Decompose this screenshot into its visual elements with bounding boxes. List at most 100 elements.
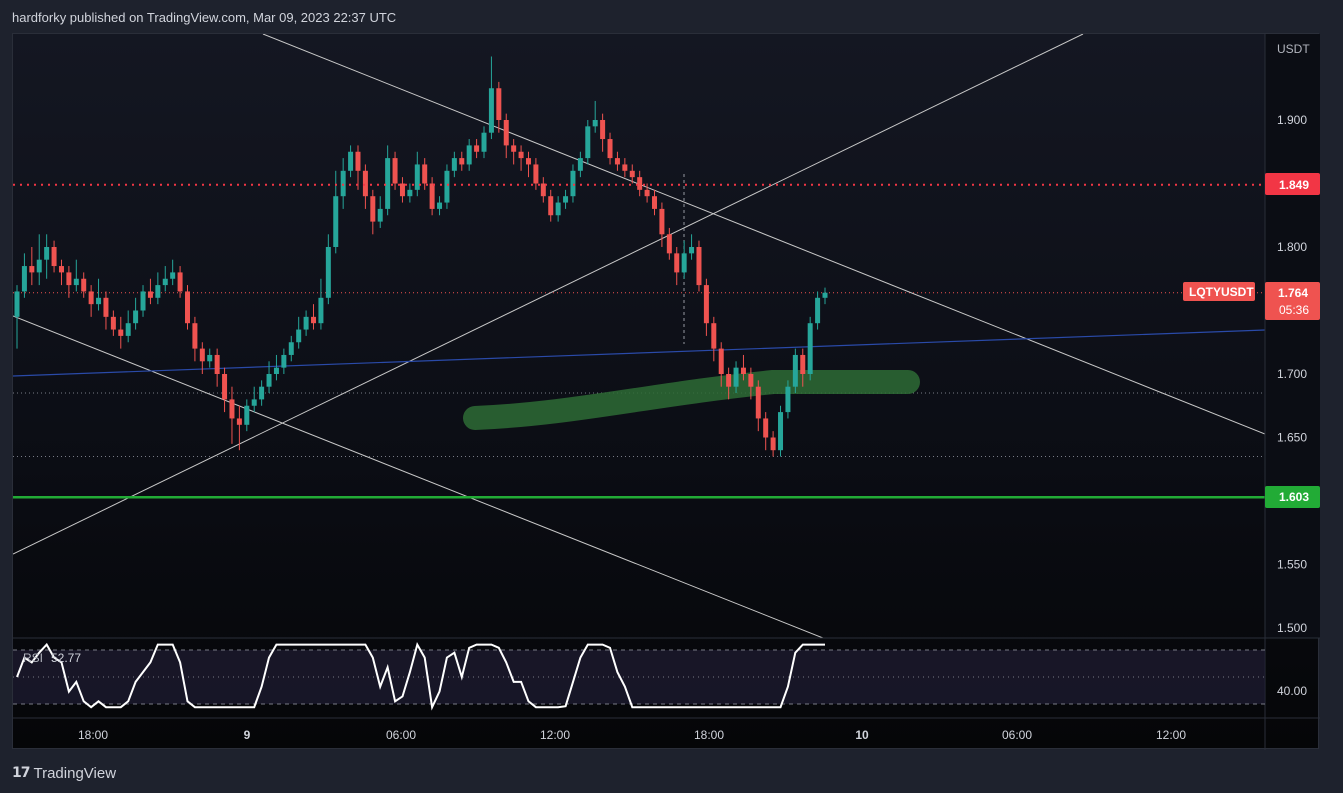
candle-body	[66, 272, 72, 286]
candle-body	[778, 412, 784, 451]
candle-body	[44, 247, 50, 260]
candle-body	[392, 158, 398, 184]
dotted-price-lines	[13, 292, 1265, 458]
chart-panel[interactable]: USDT 1.900 1.800 1.700 1.650 1.550 1.500 1.84…	[12, 33, 1320, 750]
time-tick: 12:00	[540, 728, 570, 742]
candle-body	[140, 291, 146, 311]
candle-body	[785, 386, 791, 413]
candle-body	[118, 329, 124, 336]
candle-body	[592, 120, 598, 127]
highlight-zone[interactable]	[463, 370, 920, 430]
candle-body	[236, 418, 242, 425]
support-value: 1.603	[1279, 490, 1309, 504]
candle-body	[800, 354, 806, 374]
candle-body	[703, 285, 709, 324]
candle-body	[763, 418, 769, 438]
publish-info: hardforky published on TradingView.com, …	[12, 10, 397, 25]
candle-body	[73, 278, 79, 286]
candle-body	[518, 151, 524, 159]
time-tick-day: 10	[855, 728, 869, 742]
candle-body	[822, 292, 828, 298]
candle-body	[666, 234, 672, 254]
time-tick-day: 9	[244, 728, 251, 742]
candle-body	[229, 399, 235, 419]
candle-body	[170, 272, 176, 279]
candle-body	[733, 367, 739, 387]
candle-body	[429, 183, 435, 209]
candle-body	[815, 297, 821, 324]
price-tick: 1.500	[1277, 621, 1307, 635]
trendline[interactable]	[13, 34, 1084, 555]
candle-body	[244, 405, 250, 425]
time-tick: 18:00	[78, 728, 108, 742]
candle-body	[214, 354, 220, 374]
candle-body	[548, 196, 554, 216]
candle-body	[88, 291, 94, 305]
candle-body	[96, 297, 102, 305]
candle-body	[259, 386, 265, 400]
candle-body	[222, 374, 228, 400]
candle-body	[36, 259, 42, 273]
candle-body	[622, 164, 628, 171]
brand-name: TradingView	[33, 764, 117, 782]
candle-body	[555, 202, 561, 216]
candle-body	[125, 323, 131, 336]
candle-body	[340, 170, 346, 197]
candle-body	[755, 386, 761, 419]
candle-body	[133, 310, 139, 324]
candle-body	[607, 139, 613, 159]
candle-body	[540, 183, 546, 197]
candle-body	[740, 367, 746, 374]
candle-body	[481, 132, 487, 152]
candle-body	[674, 253, 680, 273]
symbol-name: LQTYUSDT	[1189, 285, 1254, 299]
candle-body	[318, 297, 324, 324]
last-price-label: 1.764 05:36	[1265, 282, 1320, 320]
candle-body	[577, 158, 583, 171]
candle-body	[696, 247, 702, 286]
candle-body	[348, 151, 354, 171]
time-tick: 12:00	[1156, 728, 1186, 742]
support-price-label: 1.603	[1265, 486, 1320, 508]
candle-body	[726, 374, 732, 387]
candle-body	[162, 278, 168, 286]
symbol-tag[interactable]: LQTYUSDT	[1183, 282, 1255, 301]
price-chart[interactable]: USDT 1.900 1.800 1.700 1.650 1.550 1.500 1.84…	[13, 34, 1320, 750]
candle-body	[444, 170, 450, 203]
price-tick: 1.550	[1277, 558, 1307, 572]
rsi-pane[interactable]: RSI 52.77 40.00	[13, 637, 1320, 719]
trendline[interactable]	[262, 34, 1265, 435]
candle-body	[29, 266, 35, 273]
time-axis[interactable]: 18:00 9 06:00 12:00 18:00 10 06:00 12:00	[78, 728, 1186, 742]
price-axis[interactable]: USDT 1.900 1.800 1.700 1.650 1.550 1.500	[1264, 34, 1320, 750]
candle-body	[14, 291, 20, 317]
candle-body	[362, 170, 368, 197]
tradingview-logo-icon: 17	[12, 765, 31, 781]
candle-body	[451, 158, 457, 171]
footer-brand[interactable]: 17 TradingView	[12, 762, 116, 784]
trendlines	[13, 34, 1265, 638]
candle-body	[273, 367, 279, 374]
candle-body	[496, 88, 502, 120]
candle-body	[533, 164, 539, 184]
candle-body	[644, 189, 650, 197]
candle-body	[792, 354, 798, 387]
time-tick: 18:00	[694, 728, 724, 742]
rsi-value: 52.77	[51, 651, 81, 665]
price-tick: 1.900	[1277, 113, 1307, 127]
candle-body	[437, 202, 443, 209]
candle-body	[370, 196, 376, 222]
candle-body	[311, 316, 317, 324]
candle-body	[422, 164, 428, 184]
candle-body	[659, 208, 665, 235]
blue-trendline[interactable]	[13, 329, 1265, 377]
trendline[interactable]	[13, 315, 824, 638]
candle-body	[525, 158, 531, 165]
bar-countdown: 05:36	[1279, 303, 1309, 317]
candle-body	[466, 145, 472, 165]
candle-body	[748, 374, 754, 387]
candle-body	[807, 323, 813, 374]
candlestick-series	[14, 56, 828, 457]
rsi-label: RSI	[23, 651, 43, 665]
candle-body	[570, 170, 576, 197]
